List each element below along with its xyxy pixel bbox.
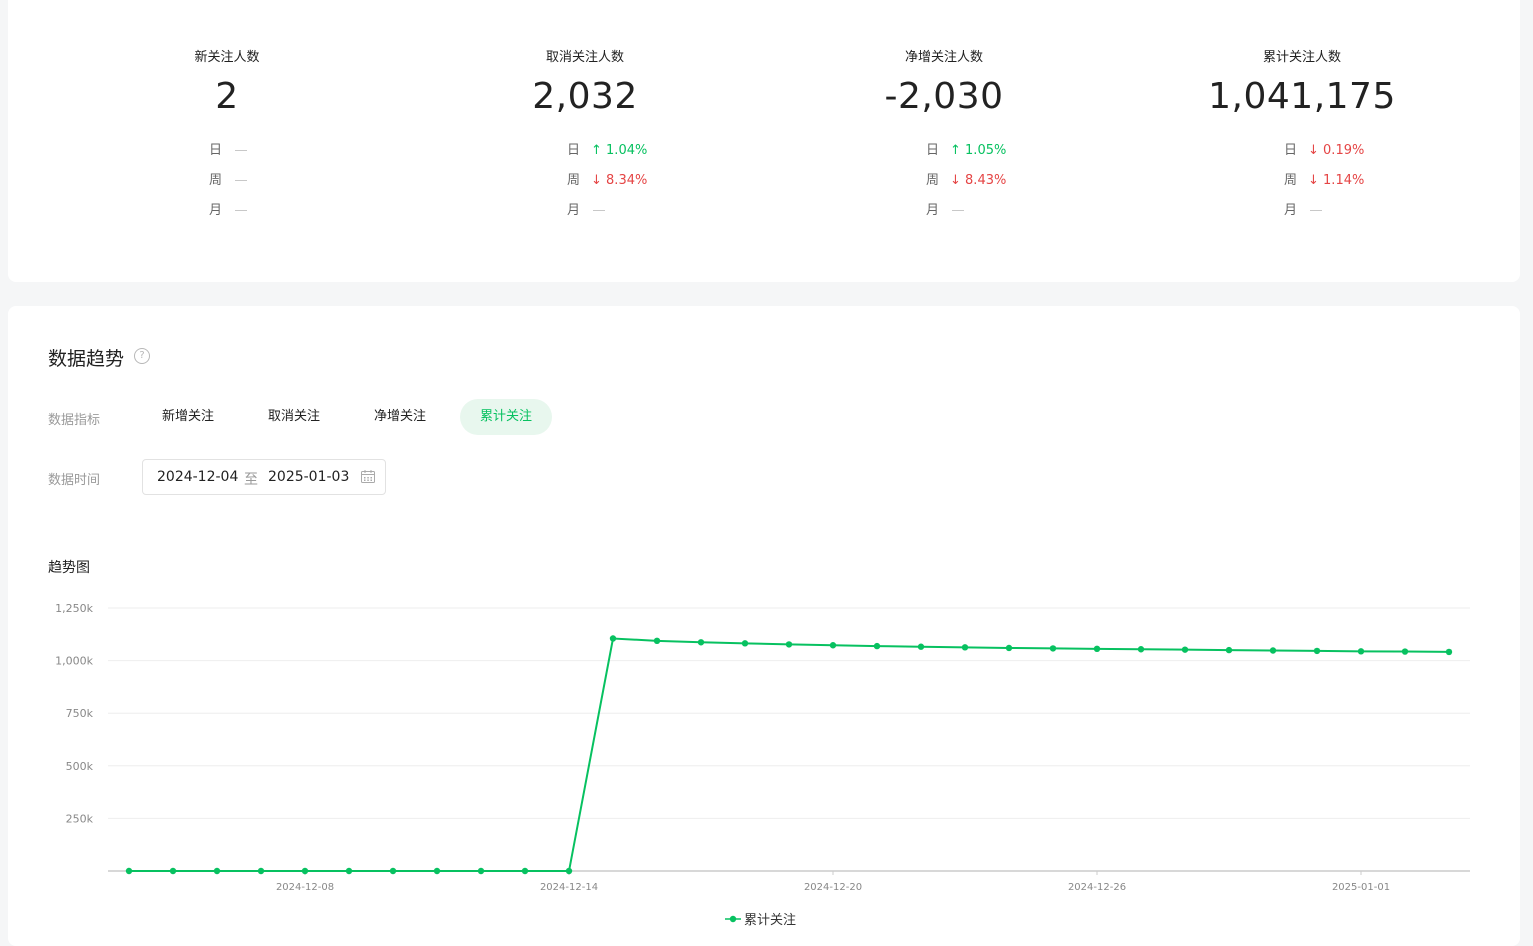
calendar-icon[interactable]	[361, 470, 375, 483]
compare-row-日: 日 ↑ 1.05%	[926, 141, 1006, 161]
dash-icon	[235, 180, 247, 181]
stat-label: 取消关注人数	[545, 50, 624, 65]
time-label: 数据时间	[48, 473, 101, 488]
change-value: 8.43%	[960, 173, 1007, 188]
compare-row-月: 月	[567, 201, 605, 221]
arrow-up-icon: ↑	[591, 143, 602, 158]
compare-period: 月	[926, 203, 940, 218]
change-value: 1.04%	[601, 143, 648, 158]
stat-label: 净增关注人数	[904, 50, 983, 65]
compare-period: 周	[567, 173, 581, 188]
stat-0: 新关注人数 2 日周月	[47, 0, 407, 282]
stat-label: 新关注人数	[194, 50, 260, 65]
trend-card: 数据趋势 ? 数据指标 新增关注 取消关注 净增关注 累计关注 数据时间 202…	[8, 306, 1520, 946]
date-range-picker[interactable]: 2024-12-04 至 2025-01-03	[142, 459, 386, 495]
dash-icon	[952, 210, 964, 211]
compare-period: 周	[926, 173, 940, 188]
change-up: ↑ 1.04%	[591, 143, 647, 158]
change-up: ↑ 1.05%	[950, 143, 1006, 158]
stat-value: 1,041,175	[1208, 76, 1396, 117]
change-value: 1.05%	[960, 143, 1007, 158]
compare-row-周: 周	[209, 171, 247, 191]
arrow-down-icon: ↓	[950, 173, 961, 188]
change-down: ↓ 0.19%	[1308, 143, 1364, 158]
stat-3: 累计关注人数 1,041,175 日 ↓ 0.19% 周 ↓ 1.14% 月	[1122, 0, 1482, 282]
change-down: ↓ 1.14%	[1308, 173, 1364, 188]
date-separator: 至	[244, 472, 258, 488]
tab-cumulative-follow[interactable]: 累计关注	[460, 399, 553, 435]
stats-card: 新关注人数 2 日周月取消关注人数 2,032 日 ↑ 1.04% 周 ↓ 8.34% 月净增关…	[8, 0, 1520, 282]
compare-period: 日	[926, 143, 940, 158]
compare-row-月: 月	[1284, 201, 1322, 221]
change-value: 0.19%	[1318, 143, 1365, 158]
dash-icon	[593, 210, 605, 211]
compare-period: 日	[567, 143, 581, 158]
arrow-down-icon: ↓	[1308, 143, 1319, 158]
arrow-down-icon: ↓	[591, 173, 602, 188]
date-end[interactable]: 2025-01-03	[268, 469, 350, 485]
metric-label: 数据指标	[48, 413, 101, 428]
compare-period: 日	[209, 143, 223, 158]
change-down: ↓ 8.34%	[591, 173, 647, 188]
stat-value: -2,030	[884, 76, 1004, 117]
compare-row-日: 日	[209, 141, 247, 161]
stat-2: 净增关注人数 -2,030 日 ↑ 1.05% 周 ↓ 8.43% 月	[764, 0, 1124, 282]
stat-value: 2,032	[532, 76, 638, 117]
compare-period: 月	[209, 203, 223, 218]
compare-row-月: 月	[209, 201, 247, 221]
tab-unfollow[interactable]: 取消关注	[268, 409, 321, 424]
dash-icon	[235, 210, 247, 211]
stat-label: 累计关注人数	[1262, 50, 1341, 65]
compare-row-日: 日 ↑ 1.04%	[567, 141, 647, 161]
dash-icon	[1310, 210, 1322, 211]
dash-icon	[235, 150, 247, 151]
compare-period: 月	[567, 203, 581, 218]
section-title: 数据趋势	[48, 348, 125, 370]
stat-value: 2	[215, 76, 239, 117]
change-down: ↓ 8.43%	[950, 173, 1006, 188]
date-start[interactable]: 2024-12-04	[157, 469, 239, 485]
compare-row-周: 周 ↓ 8.34%	[567, 171, 647, 191]
compare-row-周: 周 ↓ 8.43%	[926, 171, 1006, 191]
compare-period: 周	[209, 173, 223, 188]
change-value: 8.34%	[601, 173, 648, 188]
arrow-down-icon: ↓	[1308, 173, 1319, 188]
compare-period: 周	[1284, 173, 1298, 188]
compare-row-日: 日 ↓ 0.19%	[1284, 141, 1364, 161]
compare-period: 日	[1284, 143, 1298, 158]
arrow-up-icon: ↑	[950, 143, 961, 158]
chart-title: 趋势图	[48, 560, 90, 576]
compare-period: 月	[1284, 203, 1298, 218]
change-value: 1.14%	[1318, 173, 1365, 188]
compare-row-月: 月	[926, 201, 964, 221]
tab-new-follow[interactable]: 新增关注	[162, 409, 215, 424]
tab-net-follow[interactable]: 净增关注	[374, 409, 427, 424]
question-circle-icon[interactable]: ?	[134, 348, 150, 364]
compare-row-周: 周 ↓ 1.14%	[1284, 171, 1364, 191]
stat-1: 取消关注人数 2,032 日 ↑ 1.04% 周 ↓ 8.34% 月	[405, 0, 765, 282]
